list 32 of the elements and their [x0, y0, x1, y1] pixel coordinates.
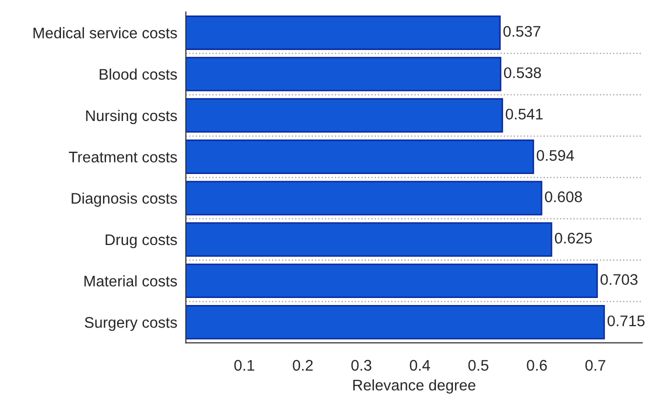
- bar: [186, 98, 504, 133]
- y-tick-label: Medical service costs: [34, 27, 177, 38]
- x-tick-label: 0.7: [585, 360, 606, 371]
- y-tick-label: Material costs: [84, 275, 177, 287]
- y-tick-label: Surgery costs: [84, 317, 177, 331]
- x-tick-label: 0.4: [410, 360, 430, 371]
- x-tick-label: 0.2: [292, 360, 313, 371]
- bar: [186, 304, 605, 340]
- data-label: 0.608: [544, 191, 582, 202]
- data-label: 0.715: [608, 315, 645, 326]
- y-tick-label: Treatment costs: [68, 152, 177, 162]
- x-tick-label: 0.5: [468, 360, 488, 371]
- x-tick-label: 0.3: [351, 360, 372, 371]
- bar: [186, 15, 501, 50]
- bar: [186, 180, 542, 216]
- data-label: 0.625: [554, 232, 592, 244]
- data-label: 0.594: [536, 150, 574, 161]
- bar: [186, 222, 552, 257]
- x-tick-label: 0.6: [526, 360, 547, 371]
- y-tick-label: Diagnosis costs: [72, 192, 177, 207]
- data-label: 0.538: [504, 67, 541, 78]
- y-tick-label: Drug costs: [106, 234, 177, 248]
- bar: [186, 56, 502, 92]
- bar: [186, 140, 534, 174]
- data-label: 0.537: [503, 26, 540, 37]
- y-tick-label: Nursing costs: [86, 110, 177, 124]
- y-tick-label: Blood costs: [100, 68, 177, 80]
- x-tick-label: 0.1: [234, 360, 254, 371]
- bar: [186, 264, 598, 298]
- data-label: 0.541: [506, 108, 543, 120]
- x-axis-title: Relevance degree: [353, 379, 476, 394]
- data-label: 0.703: [600, 274, 638, 285]
